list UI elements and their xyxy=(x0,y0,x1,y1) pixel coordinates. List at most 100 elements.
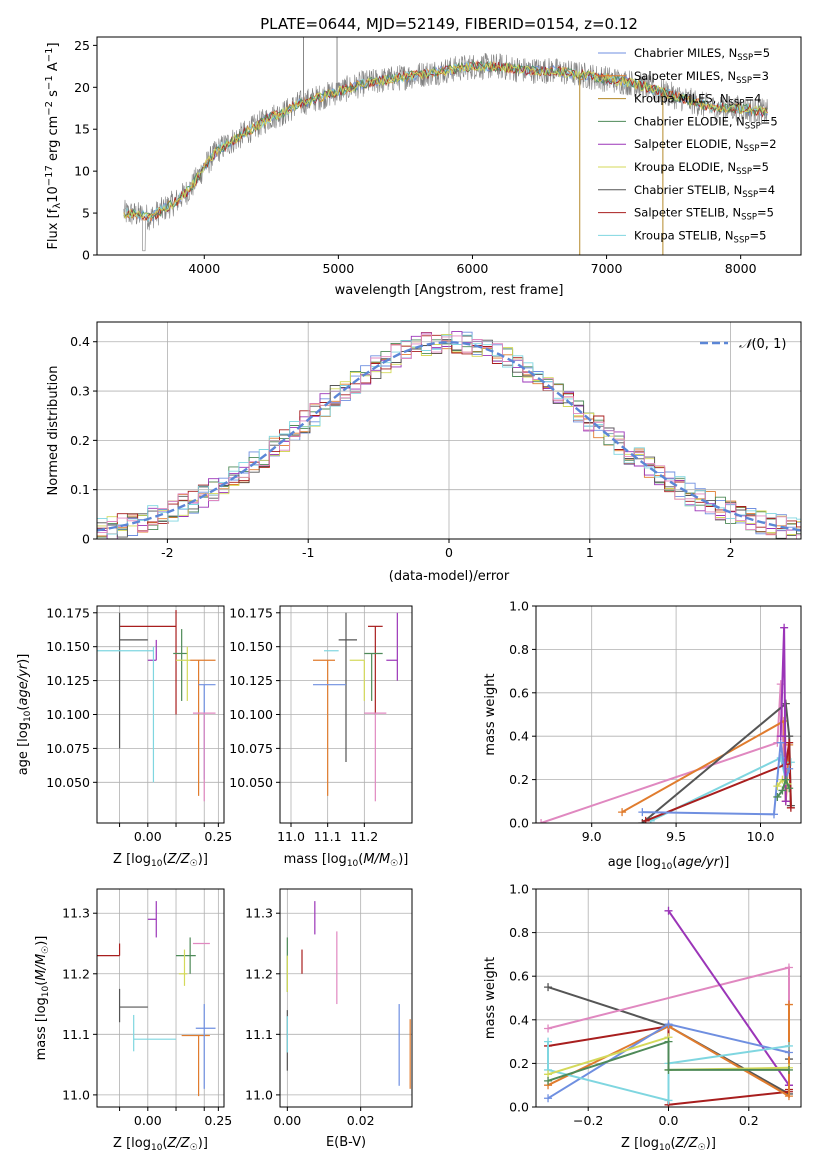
weight-series xyxy=(779,627,787,802)
weight-marker xyxy=(773,782,782,791)
y-tick-label: 10.150 xyxy=(229,639,273,654)
weight-marker xyxy=(664,1037,673,1046)
residual-histogram xyxy=(97,335,801,539)
y-axis-label: Flux [fλ10−17 erg cm−2 s−1 A−1] xyxy=(44,42,63,249)
y-tick-label: 0.0 xyxy=(509,1100,529,1115)
x-tick-label: 11.0 xyxy=(277,829,305,844)
y-tick-label: 0.6 xyxy=(509,969,529,984)
weight-series xyxy=(776,776,791,798)
weight-marker xyxy=(776,732,785,741)
x-tick-label: -2 xyxy=(161,545,173,560)
y-axis-label: age [log10(age/yr)] xyxy=(16,654,33,776)
y-tick-label: 0.4 xyxy=(70,334,90,349)
panel-z-age: 0.00 0.25 10.050 10.075 10.100 10.125 10.150 10… xyxy=(16,605,232,869)
weight-marker xyxy=(664,1065,673,1074)
weight-series xyxy=(667,910,790,1086)
x-tick-label: 0.02 xyxy=(347,1113,375,1128)
normal-curve xyxy=(97,340,801,532)
error-bar xyxy=(176,937,196,974)
error-bar xyxy=(181,1034,210,1097)
error-bar xyxy=(192,712,216,802)
axes-frame xyxy=(96,36,802,256)
axes-frame xyxy=(96,888,225,1108)
weight-marker xyxy=(781,797,790,806)
residual-histogram xyxy=(97,339,801,539)
y-tick-label: 25 xyxy=(74,38,90,53)
x-tick-label: 0.25 xyxy=(204,1113,232,1128)
legend-label: Kroupa MILES, NSSP=4 xyxy=(634,92,761,109)
weight-marker xyxy=(784,1092,793,1101)
x-tick-label: 0.25 xyxy=(204,829,232,844)
y-tick-label: 0.0 xyxy=(509,816,529,831)
plot-area xyxy=(280,606,412,823)
error-bar xyxy=(386,612,398,681)
x-tick-label: -1 xyxy=(302,545,314,560)
x-tick-label: 9.0 xyxy=(582,829,602,844)
x-axis-label: Z [log10(Z/Z☉)] xyxy=(113,1136,208,1153)
error-bar xyxy=(119,610,177,715)
plot-area xyxy=(536,889,801,1107)
weight-marker xyxy=(544,1076,553,1085)
x-axis-label: Z [log10(Z/Z☉)] xyxy=(621,1136,716,1153)
y-tick-label: 10.050 xyxy=(229,775,273,790)
y-tick-label: 10.100 xyxy=(46,707,90,722)
grid-lines xyxy=(536,606,801,823)
x-tick-label: 8000 xyxy=(725,261,757,276)
x-tick-label: 6000 xyxy=(457,261,489,276)
legend-label: Chabrier MILES, NSSP=5 xyxy=(634,46,770,63)
weight-marker xyxy=(544,1037,553,1046)
x-tick-label: 0.00 xyxy=(273,1113,301,1128)
y-tick-label: 0 xyxy=(82,248,90,263)
panel-ebv-mass: 0.00 0.02 11.0 11.1 11.2 11.3 E(B-V) xyxy=(245,888,413,1150)
weight-series xyxy=(645,742,792,822)
y-tick-label: 0.8 xyxy=(509,925,529,940)
axes-frame xyxy=(96,321,802,540)
error-bar xyxy=(97,943,121,957)
error-bar xyxy=(195,1004,216,1089)
y-tick-label: 1.0 xyxy=(509,599,529,614)
weight-marker xyxy=(780,623,789,632)
grid-lines xyxy=(97,322,801,539)
legend-label: Chabrier STELIB, NSSP=4 xyxy=(634,183,775,200)
x-tick-label: 5000 xyxy=(322,261,354,276)
error-bar xyxy=(313,659,335,796)
error-bar xyxy=(198,684,216,780)
axes-frame xyxy=(279,605,413,824)
x-axis-label: age [log10(age/yr)] xyxy=(608,855,730,872)
panel-mass-age: 11.0 11.1 11.2 10.050 10.075 10.100 10.125 10.1… xyxy=(229,605,413,869)
legend-label: Salpeter STELIB, NSSP=5 xyxy=(634,206,774,223)
weight-marker xyxy=(776,680,785,689)
panel-age-weight: 9.0 9.5 10.0 0.0 0.2 0.4 0.6 0.8 1.0 age [log10(a… xyxy=(483,599,802,872)
y-tick-label: 0.1 xyxy=(70,482,90,497)
axes-frame xyxy=(535,888,802,1108)
weight-marker xyxy=(544,1024,553,1033)
x-tick-label: 0.0 xyxy=(659,1113,679,1128)
y-tick-label: 0.3 xyxy=(70,384,90,399)
residual-histogram xyxy=(97,334,801,535)
x-axis-label: (data-model)/error xyxy=(389,569,510,584)
weight-series xyxy=(650,756,792,822)
axes-frame xyxy=(96,605,225,824)
x-tick-label: 0.2 xyxy=(739,1113,759,1128)
y-axis-label: Normed distribution xyxy=(46,366,61,496)
y-tick-label: 15 xyxy=(74,122,90,137)
error-bar xyxy=(176,646,191,701)
legend-label: Chabrier ELODIE, NSSP=5 xyxy=(634,114,778,131)
x-tick-label: 11.1 xyxy=(314,829,342,844)
y-tick-label: 10.150 xyxy=(46,639,90,654)
chart-title: PLATE=0644, MJD=52149, FIBERID=0154, z=0… xyxy=(260,15,638,33)
y-tick-label: 5 xyxy=(82,206,90,221)
weight-marker xyxy=(784,963,793,972)
grid-lines xyxy=(97,606,224,823)
y-tick-label: 10.125 xyxy=(46,673,90,688)
weight-marker xyxy=(664,906,673,915)
y-tick-label: 0.4 xyxy=(509,1012,529,1027)
y-tick-label: 0.8 xyxy=(509,642,529,657)
y-tick-label: 11.1 xyxy=(245,1027,273,1042)
y-axis-label: mass [log10(M/M☉)] xyxy=(34,936,51,1061)
plot-area xyxy=(280,889,412,1107)
y-tick-label: 10.175 xyxy=(229,605,273,620)
weight-marker xyxy=(641,816,650,823)
y-tick-label: 0.2 xyxy=(509,772,529,787)
